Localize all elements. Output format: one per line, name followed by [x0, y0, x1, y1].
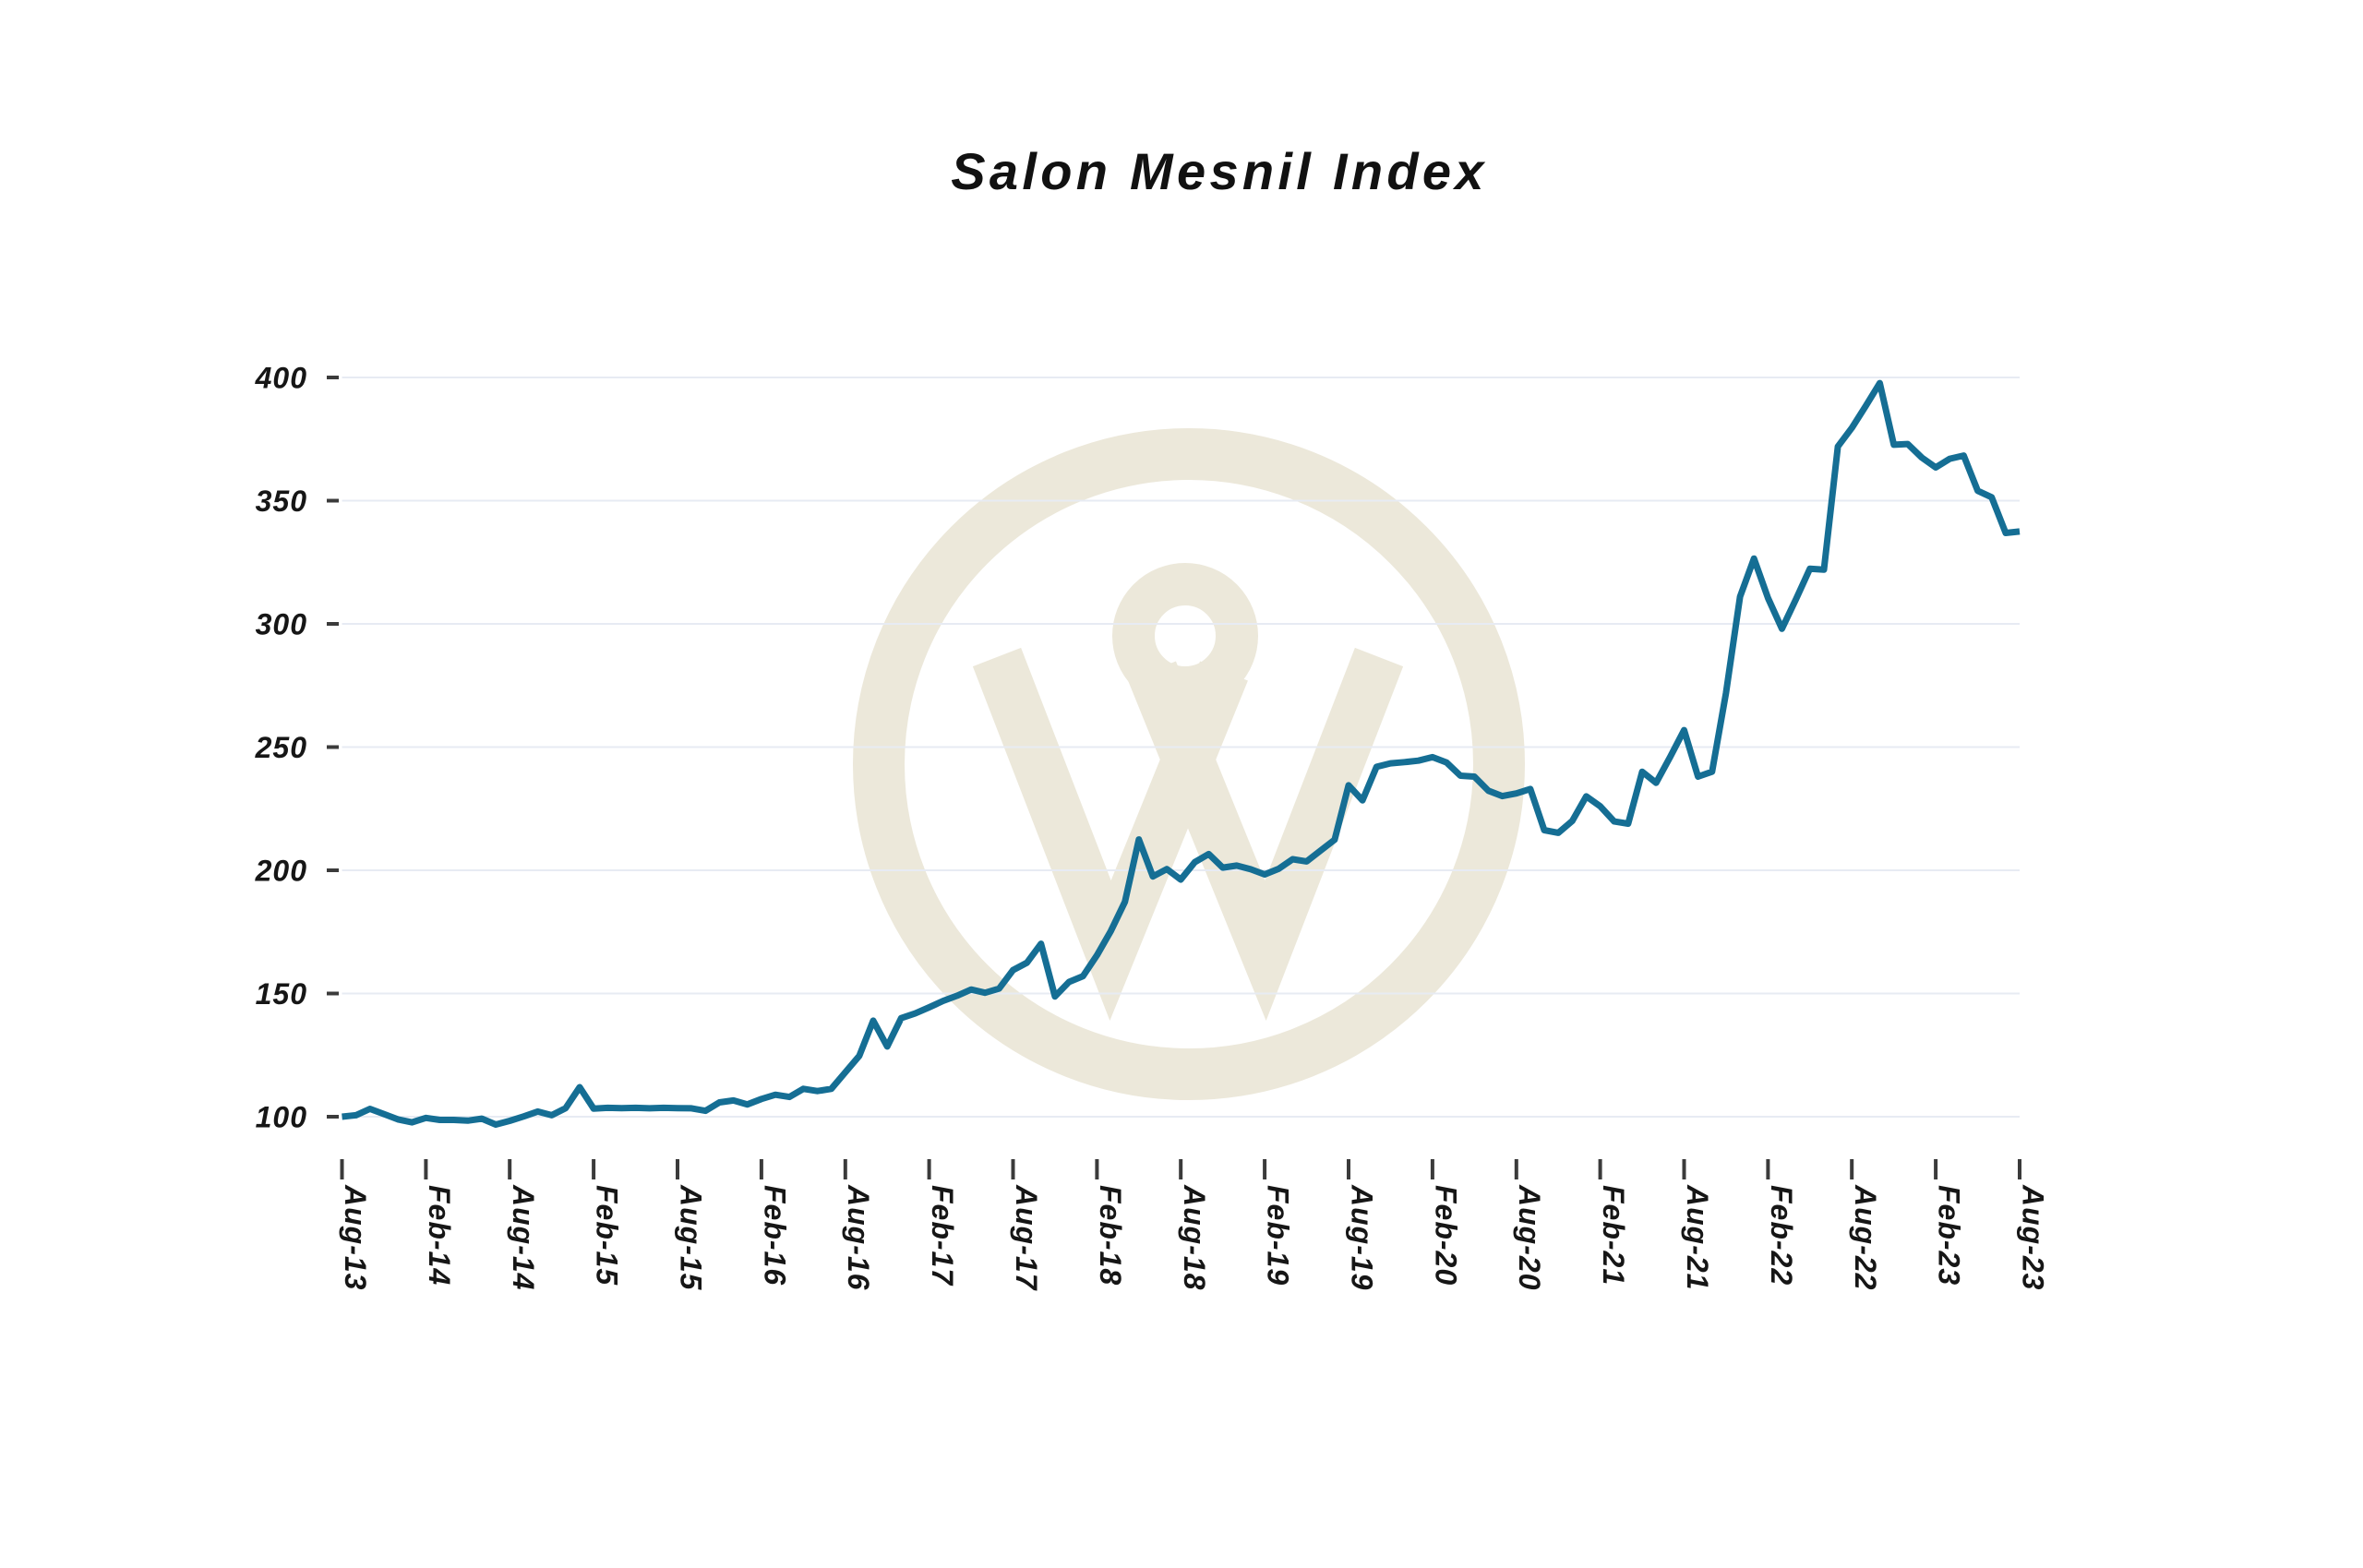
- svg-text:350: 350: [256, 485, 307, 518]
- svg-text:Feb-21: Feb-21: [1597, 1185, 1630, 1286]
- svg-text:Feb-14: Feb-14: [423, 1185, 456, 1286]
- svg-text:100: 100: [256, 1101, 307, 1134]
- svg-text:150: 150: [256, 977, 307, 1011]
- svg-text:Aug-16: Aug-16: [842, 1184, 875, 1290]
- svg-text:Feb-23: Feb-23: [1933, 1185, 1966, 1286]
- svg-text:Aug-22: Aug-22: [1849, 1184, 1882, 1290]
- svg-text:400: 400: [255, 362, 307, 395]
- svg-text:Feb-16: Feb-16: [758, 1185, 791, 1286]
- svg-text:Aug-15: Aug-15: [675, 1184, 708, 1291]
- svg-text:Feb-22: Feb-22: [1765, 1185, 1798, 1286]
- svg-text:Aug-14: Aug-14: [507, 1184, 540, 1290]
- svg-text:Feb-15: Feb-15: [591, 1185, 624, 1286]
- svg-text:Aug-23: Aug-23: [2017, 1184, 2050, 1290]
- svg-text:Aug-21: Aug-21: [1681, 1184, 1714, 1290]
- svg-text:Feb-17: Feb-17: [926, 1185, 959, 1287]
- svg-text:Feb-19: Feb-19: [1262, 1185, 1295, 1286]
- svg-text:Aug-19: Aug-19: [1346, 1184, 1379, 1290]
- svg-text:Aug-17: Aug-17: [1010, 1184, 1043, 1292]
- svg-text:Feb-18: Feb-18: [1094, 1185, 1127, 1286]
- svg-text:Feb-20: Feb-20: [1429, 1185, 1462, 1286]
- svg-text:Aug-18: Aug-18: [1178, 1184, 1211, 1290]
- svg-text:300: 300: [256, 608, 307, 641]
- svg-text:Salon Mesnil Index: Salon Mesnil Index: [951, 142, 1488, 200]
- svg-text:Aug-13: Aug-13: [339, 1184, 372, 1290]
- svg-text:200: 200: [255, 855, 307, 888]
- svg-text:250: 250: [255, 731, 307, 764]
- svg-text:Aug-20: Aug-20: [1513, 1184, 1546, 1290]
